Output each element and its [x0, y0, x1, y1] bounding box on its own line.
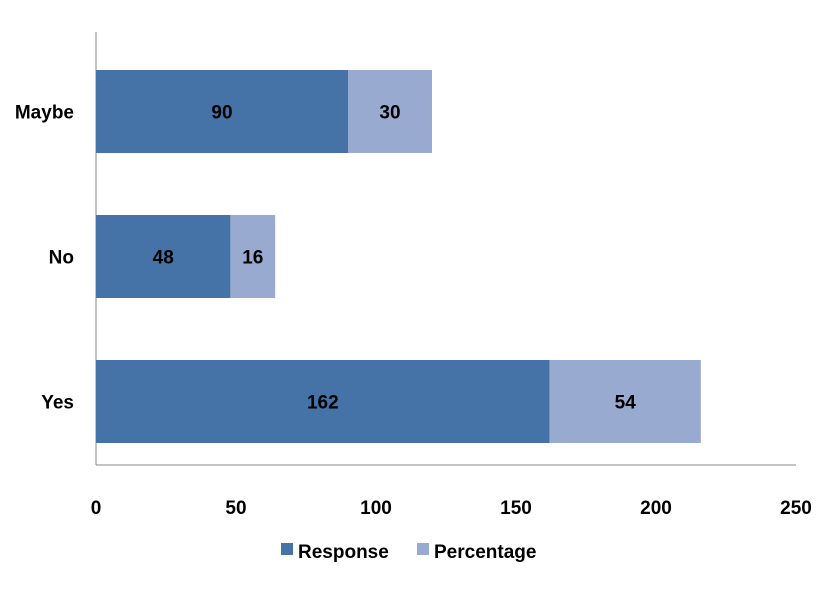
x-tick-label: 0 — [91, 498, 102, 519]
x-tick-label: 50 — [225, 498, 246, 519]
x-tick-label: 250 — [780, 498, 812, 519]
bar-segment-response — [96, 360, 550, 443]
bar-segment-percentage — [549, 360, 701, 443]
data-label: 30 — [379, 103, 400, 124]
legend-swatch-percentage — [417, 543, 429, 555]
data-label: 162 — [307, 393, 339, 414]
data-label: 48 — [153, 248, 174, 269]
category-label: No — [49, 248, 74, 269]
data-label: 54 — [615, 393, 637, 414]
category-label: Yes — [41, 393, 74, 414]
x-tick-label: 100 — [360, 498, 392, 519]
legend-label: Response — [298, 542, 389, 563]
value-axis-tick-labels: 0 50 100 150 200 250 — [91, 498, 812, 519]
legend-label: Percentage — [434, 542, 536, 563]
data-label: 90 — [211, 103, 232, 124]
legend: Response Percentage — [281, 542, 536, 563]
bar-segment-percentage — [230, 215, 276, 298]
x-tick-label: 200 — [640, 498, 672, 519]
bar-segment-response — [96, 70, 348, 153]
category-axis-labels: Maybe No Yes — [15, 103, 74, 414]
legend-swatch-response — [281, 543, 293, 555]
x-tick-label: 150 — [500, 498, 532, 519]
data-label: 16 — [242, 248, 263, 269]
category-label: Maybe — [15, 103, 74, 124]
data-labels: 90 30 48 16 162 54 — [153, 103, 637, 414]
bar-segment-response — [96, 215, 231, 298]
bar-segment-percentage — [348, 70, 432, 153]
bars — [96, 70, 701, 443]
